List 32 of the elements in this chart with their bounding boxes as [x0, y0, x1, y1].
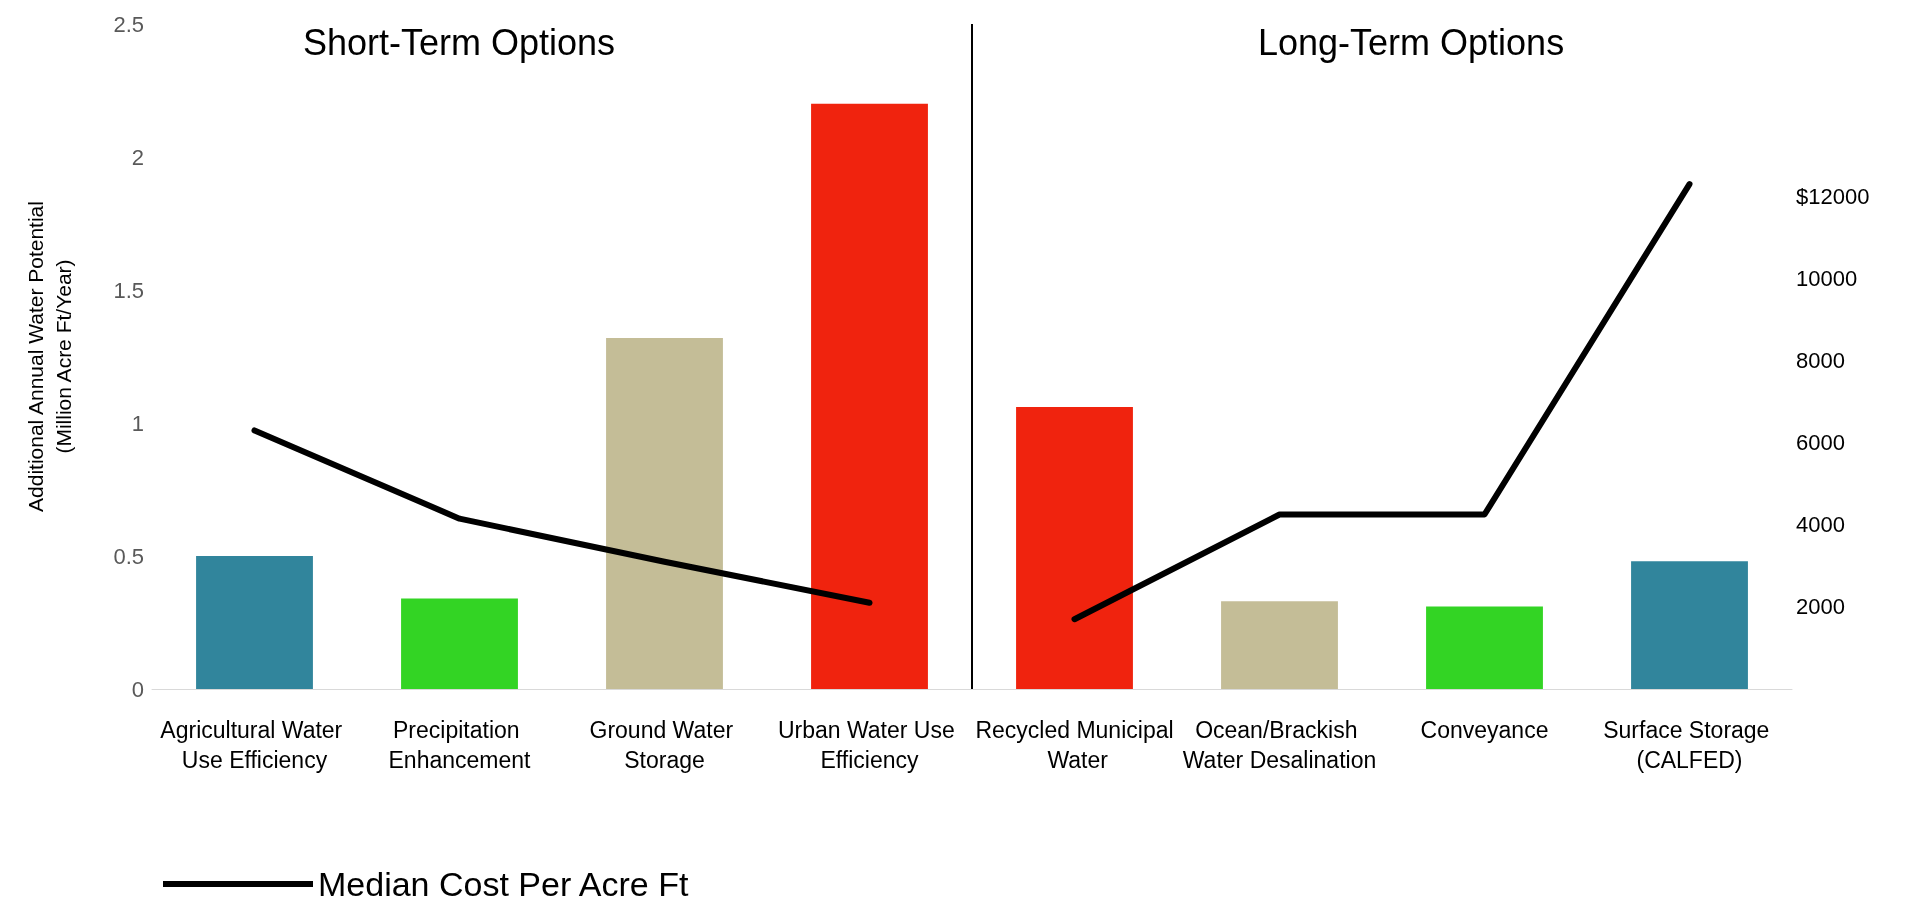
bar — [1631, 561, 1748, 689]
y-tick-label: 2.5 — [113, 11, 144, 37]
x-tick-label: Conveyance — [1420, 717, 1549, 743]
y2-tick-label: 6000 — [1796, 430, 1845, 456]
y-tick-label: 2 — [131, 144, 144, 170]
bar — [1426, 606, 1543, 689]
y2-tick-label: 10000 — [1796, 266, 1858, 292]
y2-tick-label: 8000 — [1796, 348, 1845, 374]
bar — [606, 337, 723, 689]
bar — [401, 598, 518, 689]
y-tick-label: 0 — [131, 676, 144, 702]
annotation: Short-Term Options — [303, 21, 616, 63]
legend-label: Median Cost Per Acre Ft — [318, 865, 689, 903]
y2-tick-label: $12000 — [1796, 183, 1870, 209]
x-tick-label: Recycled Municipal Water — [975, 717, 1174, 773]
bar — [1221, 601, 1338, 689]
x-tick-label: Urban Water Use Efficiency — [777, 717, 962, 773]
bar — [196, 556, 313, 689]
y-tick-label: 1.5 — [113, 277, 144, 303]
y2-tick-label: 4000 — [1796, 512, 1845, 538]
y2-tick-label: 2000 — [1796, 594, 1845, 620]
x-tick-label: Surface Storage (CALFED) — [1603, 717, 1776, 773]
x-tick-label: Ground Water Storage — [589, 717, 740, 773]
x-tick-label: Precipitation Enhancement — [388, 717, 532, 773]
bar — [1016, 407, 1133, 689]
x-tick-label: Agricultural Water Use Efficiency — [160, 717, 349, 773]
y-axis-title: Additional Annual Water Potential (Million Acre Ft/Year) — [23, 201, 75, 512]
y-tick-label: 1 — [131, 410, 144, 436]
y-tick-label: 0.5 — [113, 543, 144, 569]
annotation: Long-Term Options — [1258, 21, 1565, 63]
x-tick-label: Ocean/Brackish Water Desalination — [1182, 717, 1377, 773]
bar — [811, 103, 928, 689]
